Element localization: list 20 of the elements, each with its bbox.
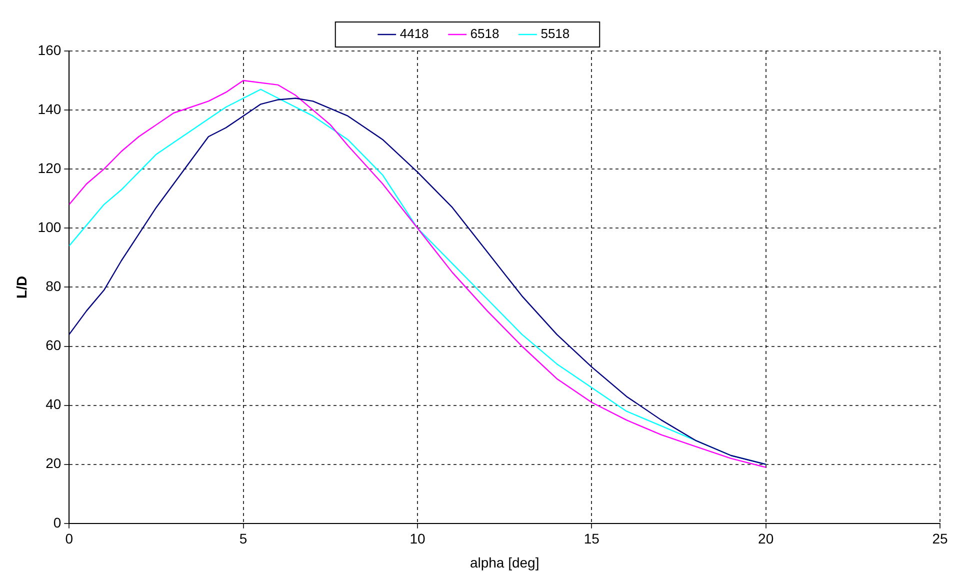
y-tick-label: 160 [38,42,62,58]
y-tick-label: 60 [46,337,62,354]
legend-label: 4418 [400,26,429,42]
y-tick-label: 100 [38,219,62,236]
x-tick-label: 5 [239,530,248,547]
x-tick-label: 10 [410,530,426,547]
y-tick-label: 20 [46,455,62,472]
legend-label: 5518 [540,26,570,42]
y-tick-label: 120 [38,160,62,176]
y-tick-label: 40 [46,396,62,412]
y-tick-label: 80 [46,278,62,294]
x-axis-title: alpha [deg] [470,554,540,570]
y-tick-label: 140 [38,100,62,117]
x-tick-label: 20 [758,530,774,547]
x-tick-label: 25 [932,530,948,547]
legend-label: 6518 [470,26,500,42]
y-tick-label: 0 [53,514,62,530]
y-axis-title: L/D [13,276,30,298]
x-tick-label: 15 [584,530,600,547]
x-tick-label: 0 [65,530,74,547]
